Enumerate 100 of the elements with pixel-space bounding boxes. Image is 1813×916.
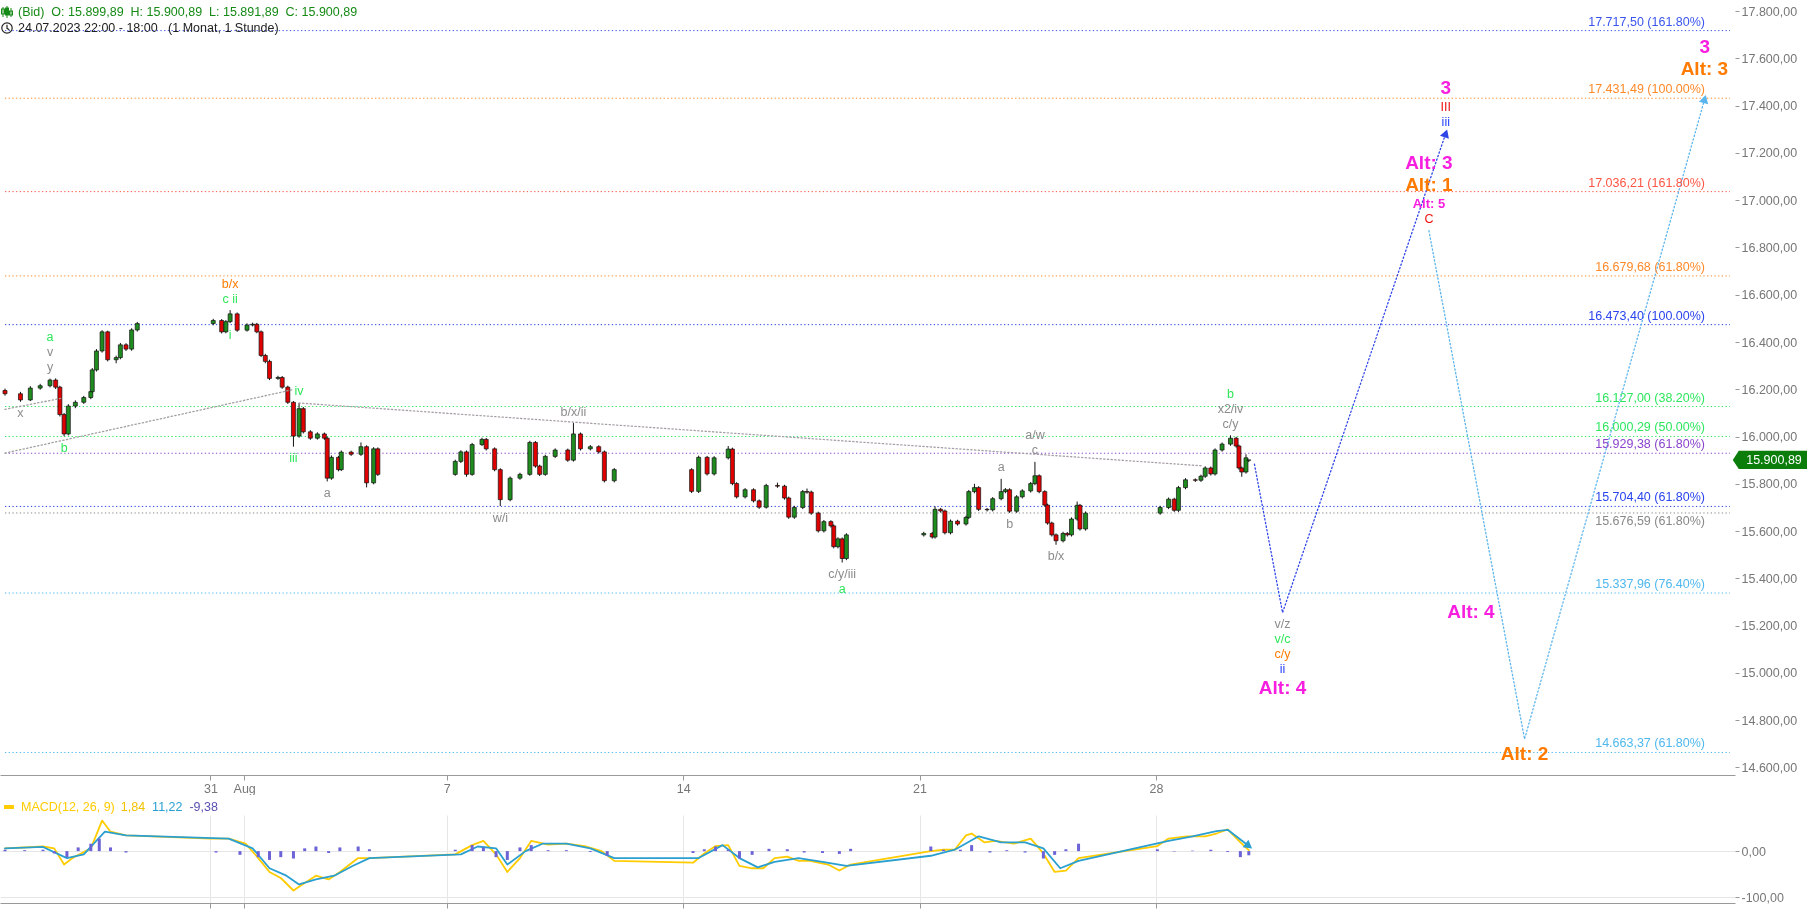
ref-line-label: 16.679,68 (61.80%) [1595,259,1705,274]
y-tick-label: 15.400,00 [1741,571,1798,586]
ref-line-label: 15.929,38 (61.80%) [1595,437,1705,452]
y-tick-label: 17.200,00 [1741,146,1798,161]
x-tick-label: 21 [913,781,928,796]
ref-line-label: 17.717,50 (161.80%) [1588,14,1705,29]
bar [970,845,974,852]
ref-line-label: 15.676,59 (61.80%) [1595,513,1705,528]
annotation: b/x [221,276,240,291]
candlestick [507,475,513,502]
bar [929,846,933,852]
ref-line-label: 16.000,29 (50.00%) [1595,420,1705,435]
candlestick [800,489,806,510]
chart-title: (Bid) O: 15.899,89 H: 15.900,89 L: 15.891,89 C: 15.900,89 [18,5,358,19]
candlestick [234,311,240,333]
x-tick-label: Aug [233,781,256,796]
annotation: ii [1279,662,1286,677]
y-tick-label: 16.000,00 [1741,430,1798,445]
ref-line-label: 16.127,00 (38.20%) [1595,390,1705,405]
bar [303,848,307,852]
y-tick-label: 15.600,00 [1741,524,1798,539]
y-tick-label: 17.400,00 [1741,99,1798,114]
annotation: Alt: 4 [1258,676,1307,698]
bar [737,851,741,859]
bar [529,845,533,852]
candlestick [763,483,769,510]
ref-line-label: 16.473,40 (100.00%) [1588,308,1705,323]
bar [470,845,474,852]
candlestick [976,485,981,512]
bar [1238,851,1242,858]
y-tick-label: 15.200,00 [1741,619,1798,634]
ref-line-label: 14.663,37 (61.80%) [1595,736,1705,751]
annotation: Alt: 4 [1447,600,1496,622]
y-tick-label: 17.000,00 [1741,193,1798,208]
y-tick-label: 15.800,00 [1741,477,1798,492]
annotation: v/c [1274,632,1291,647]
annotation: b [1227,386,1235,401]
y-tick-label: 14.600,00 [1741,760,1798,775]
text: -9,38 [189,800,218,814]
bar [750,851,754,855]
annotation: c [1031,443,1039,458]
bar [338,847,342,852]
ref-line-label: 17.431,49 (100.00%) [1588,82,1705,97]
bar [481,847,485,852]
ref-line-label: 15.337,96 (76.40%) [1595,577,1705,592]
bar [65,851,69,858]
annotation: v [46,345,54,360]
y-tick-label: 16.600,00 [1741,288,1798,303]
annotation: b/x [1047,549,1066,564]
annotation: a [46,330,54,345]
annotation: y [46,360,54,375]
y-tick-label: 16.400,00 [1741,335,1798,350]
annotation: Alt: 2 [1500,743,1549,765]
x-tick-label: 28 [1149,781,1164,796]
x-tick-label: 31 [203,781,218,796]
annotation: a [323,485,331,500]
bar [97,838,101,852]
annotation: w/i [491,510,508,525]
text: 1,84 [120,800,146,814]
annotation: a [838,582,846,597]
annotation: iv [294,384,305,399]
bar [494,851,498,858]
annotation: x [17,406,25,421]
bar [605,851,609,856]
candlestick [689,467,694,494]
y-tick-label: 17.800,00 [1741,4,1798,19]
annotation: i [228,327,232,342]
text: 11,22 [152,800,183,814]
candlestick [300,406,306,434]
annotation: c/y [1222,416,1240,431]
bar [314,846,318,852]
annotation: Alt: 3 [1405,151,1453,173]
bar [279,851,283,858]
annotation: a [997,460,1005,475]
bar [837,851,841,854]
y-tick-label: 15.000,00 [1741,666,1798,681]
bar [76,847,80,852]
ref-line-label: 15.704,40 (61.80%) [1595,490,1705,505]
bar [238,851,242,855]
annotation: Alt: 3 [1680,58,1729,80]
annotation: c ii [222,291,238,306]
bar [505,851,509,860]
bar [89,843,93,852]
candlestick [808,490,814,516]
candlestick [1007,487,1012,514]
text: 15.900,89 [1746,452,1802,467]
x-tick-label: 14 [676,781,691,796]
bar [109,847,113,852]
candlestick [1176,485,1181,513]
bar [1247,851,1251,856]
annotation: b [1006,517,1014,532]
annotation: 3 [1699,36,1710,58]
y-tick-label: 16.200,00 [1741,382,1798,397]
bar [1053,851,1057,855]
x-tick-label: 7 [443,781,451,796]
candlestick [844,532,849,561]
bar [1041,851,1045,859]
bar [714,846,718,852]
bar [268,851,272,860]
annotation: Alt: 5 [1412,195,1446,211]
